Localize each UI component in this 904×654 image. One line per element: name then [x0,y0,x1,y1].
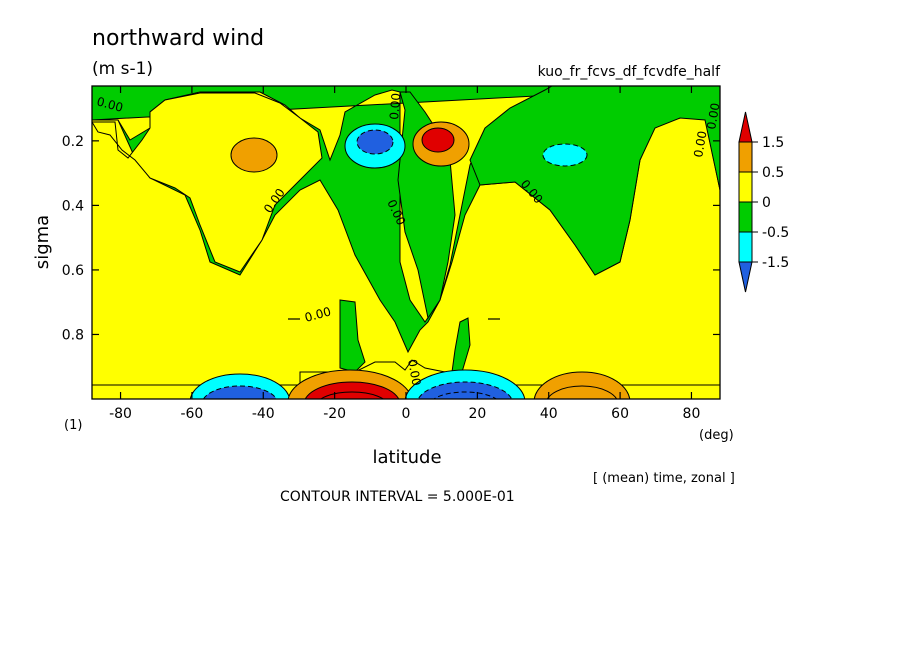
colorbar-segment [738,231,753,263]
contour-high-nh-outer [533,371,631,399]
contour-high-sh-outer [287,369,413,399]
contour-label: 0.00 [95,94,124,114]
contour-high-upper-inner [421,127,455,153]
contour-high-sh-core [319,391,385,399]
field-region-positive-top [92,92,323,273]
x-tick-label: 40 [540,406,558,422]
colorbar-tick-label: 0.5 [762,165,784,181]
colorbar-segment [738,141,753,173]
colorbar-tick-label: 0 [762,195,771,211]
contour-low-sh-inner [202,385,278,399]
contour-label: 0.00 [704,102,722,131]
x-tick-label: -20 [323,406,346,422]
field-region-right-negative [469,86,720,276]
y-tick-label: 0.6 [62,263,84,279]
x-tick-label: -60 [180,406,203,422]
y-tick-label: 0.2 [62,134,84,150]
x-tick-label: 60 [611,406,629,422]
contour-low-upper-inner [356,129,394,155]
contour-low-midlat-nh [542,143,588,167]
y-tick-label: 0.4 [62,198,84,214]
contour-label: 0.00 [303,304,332,324]
x-tick-label: -40 [252,406,275,422]
x-unit-label: (deg) [699,428,734,443]
contour-high-sh-inner [304,381,400,399]
averaging-note: [ (mean) time, zonal ] [593,471,735,486]
colorbar: 1.5 0.5 0 -0.5 -1.5 [738,111,789,293]
contour-label: 0.00 [691,130,709,159]
contour-label: 0.00 [387,92,403,120]
x-axis: -80 -60 -40 -20 0 20 40 60 80 [109,86,700,422]
contour-low-sh-outer [189,373,291,399]
contour-label: 0.00 [405,358,423,387]
field-region-lower-left-negative [339,299,366,373]
experiment-name: kuo_fr_fcvs_df_fcvdfe_half [538,64,722,80]
colorbar-segment [738,201,753,233]
colorbar-tick-label: -0.5 [762,225,789,241]
y-axis-label: sigma [32,215,53,269]
contour-high-nh-inner [546,385,618,399]
contour-low-nh-inner [417,381,513,399]
x-tick-label: 80 [683,406,701,422]
chart-units: (m s-1) [92,59,153,79]
y-tick-label: 0.8 [62,327,84,343]
contour-low-nh-core [432,391,498,399]
y-axis: 0.2 0.4 0.6 0.8 [62,134,720,343]
colorbar-segment [738,261,753,293]
y-index-label: (1) [64,418,82,433]
colorbar-tick-label: 1.5 [762,135,784,151]
x-tick-label: 0 [402,406,411,422]
contour-interval: CONTOUR INTERVAL = 5.000E-01 [280,489,515,505]
contour-high-midlat-sh [230,137,278,173]
plot-area [92,86,720,399]
x-tick-label: -80 [109,406,132,422]
colorbar-segment [738,171,753,203]
x-axis-label: latitude [372,447,441,468]
chart-title: northward wind [92,26,264,51]
x-tick-label: 20 [468,406,486,422]
colorbar-segment [738,111,753,143]
colorbar-tick-label: -1.5 [762,255,789,271]
